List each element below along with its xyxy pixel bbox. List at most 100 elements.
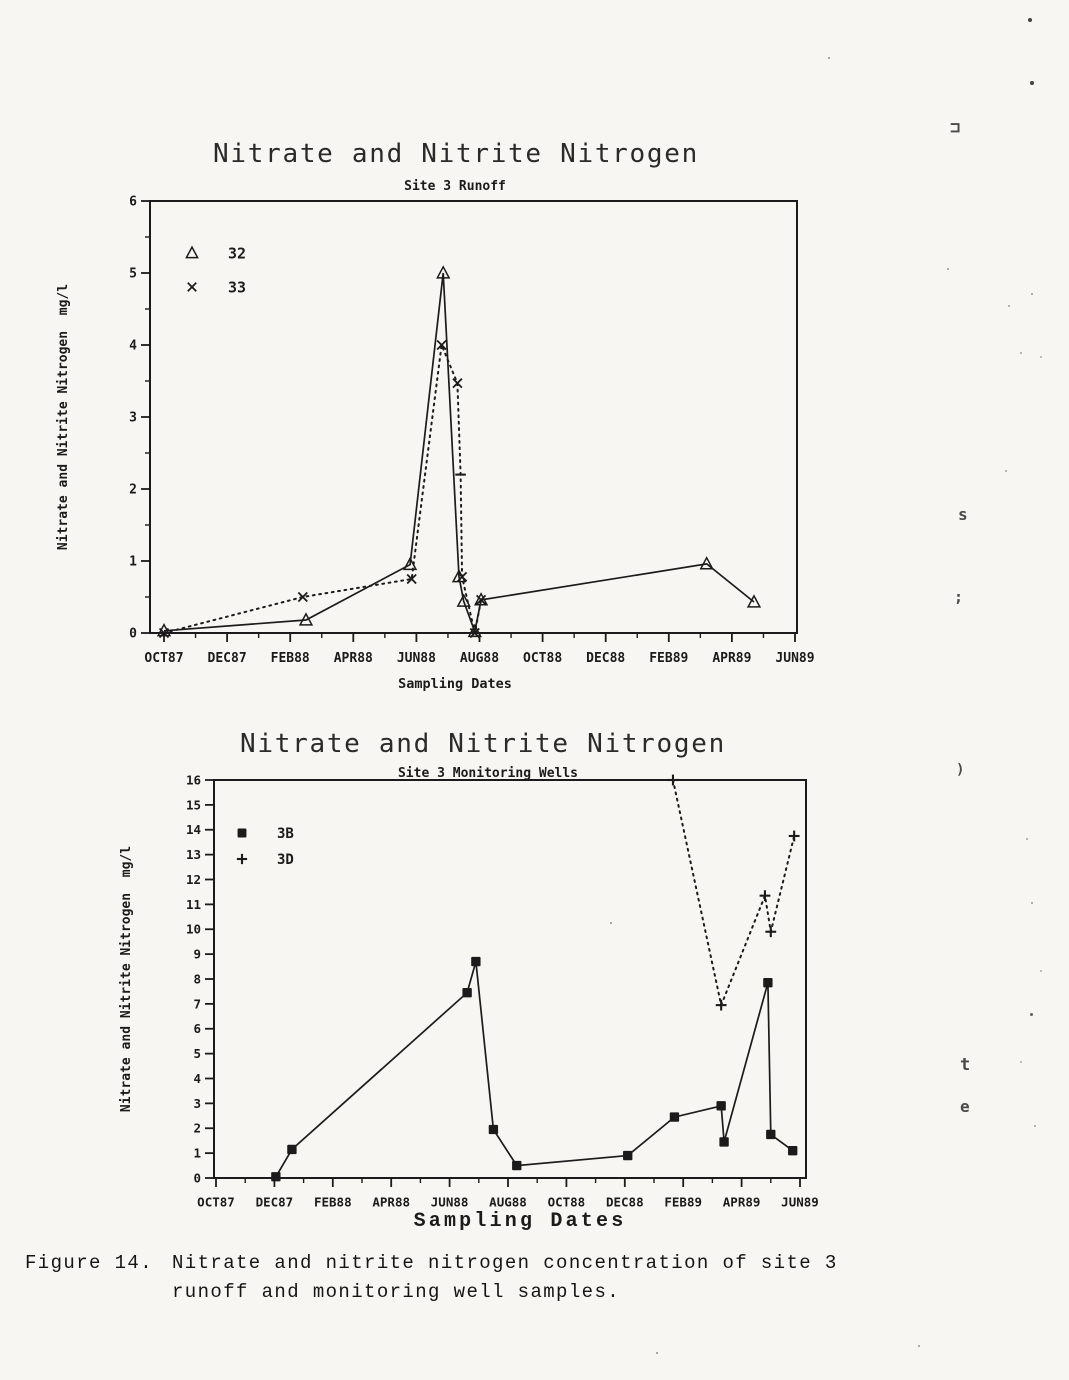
y-tick-label: 15 [186,797,201,812]
legend-label-32: 32 [228,244,246,262]
scan-speck [1034,1125,1036,1127]
runoff-chart-title: Nitrate and Nitrite Nitrogen [213,139,699,169]
scan-speck [828,57,830,59]
plot-border [149,200,798,634]
y-tick-label: 16 [186,772,201,787]
series-line-3D [672,779,796,1009]
y-tick-label: 5 [193,1046,201,1061]
runoff-y-axis-label: Nitrate and Nitrite Nitrogen mg/l [56,283,71,551]
y-tick-label: 1 [193,1146,201,1161]
y-tick-label: 12 [186,872,201,887]
x-tick-label: FEB88 [314,1195,352,1210]
square-marker [287,1144,297,1155]
x-tick-label: OCT87 [197,1195,235,1210]
scan-speck [1008,305,1010,307]
square-marker [716,1101,726,1111]
square-marker [788,1145,798,1156]
x-tick-label: JUN89 [775,651,814,666]
legend-label-33: 33 [228,278,246,296]
x-marker [297,591,308,603]
y-tick-label: 3 [129,411,137,426]
triangle-marker [746,594,762,608]
x-tick-label: OCT88 [548,1195,586,1210]
square-marker [488,1124,499,1135]
x-tick-label: DEC87 [208,651,247,666]
runoff-chart-canvas: 0 1 2 3 4 5 6 OCT87 DEC87 FEB88 APR88 JUN88 AUG88 OCT… [129,195,814,666]
plot-border [213,779,807,1179]
x-tick-label: APR89 [712,651,751,666]
triangle-marker [402,556,418,571]
y-tick-label: 1 [129,555,137,570]
page-bleed-glyph: ) [956,762,965,778]
figure-caption-line1: Nitrate and nitrite nitrogen concentrati… [172,1252,838,1274]
y-tick-label: 4 [129,339,137,354]
triangle-marker [699,556,714,570]
x-tick-label: OCT87 [144,651,183,666]
y-tick-label: 10 [186,922,201,937]
y-tick-label: 14 [186,822,201,837]
triangle-marker [436,265,451,279]
scan-speck [1020,352,1022,354]
square-marker [462,988,472,998]
legend-label-3B: 3B [277,826,294,842]
y-tick-label: 8 [193,971,201,986]
x-tick-label: DEC88 [606,1195,644,1210]
scan-speck [1028,18,1032,22]
scan-speck [1031,902,1033,904]
x-marker [158,627,170,639]
y-tick-label: 13 [186,847,201,862]
y-tick-label: 2 [193,1121,201,1136]
square-marker [237,828,247,838]
y-tick-label: 9 [193,947,201,962]
x-marker [475,594,487,605]
scan-speck [1031,293,1033,295]
square-marker [669,1112,680,1122]
x-tick-label: AUG88 [489,1195,527,1210]
x-marker [436,339,447,351]
x-marker [457,571,468,582]
runoff-chart-subtitle: Site 3 Runoff [404,179,506,194]
x-tick-label: DEC88 [586,651,625,666]
figure-caption-label: Figure 14. [25,1252,154,1274]
scan-speck [1030,1013,1033,1016]
triangle-marker [298,612,314,626]
scan-speck [1030,81,1034,85]
y-tick-label: 6 [193,1021,201,1036]
x-marker [406,573,417,585]
scan-speck [1040,970,1042,972]
x-tick-label: JUN88 [431,1195,469,1210]
scan-speck [656,1352,658,1354]
y-tick-label: 11 [186,897,201,912]
x-tick-label: APR88 [372,1195,410,1210]
page-bleed-glyph: ; [954,588,964,606]
square-marker [766,1129,776,1140]
scan-speck [1005,470,1007,472]
x-tick-label: OCT88 [523,651,562,666]
legend-label-3D: 3D [277,852,294,868]
x-tick-label: AUG88 [460,651,499,666]
x-marker [187,282,197,292]
x-tick-label: JUN89 [781,1195,819,1210]
x-tick-label: APR89 [723,1195,761,1210]
page-bleed-glyph: ⊐ [950,118,961,138]
series-line-33 [163,341,483,634]
square-marker [763,978,773,988]
x-marker [469,627,480,639]
scan-speck [1026,838,1028,840]
x-tick-label: FEB89 [664,1195,702,1210]
x-tick-label: DEC87 [256,1195,294,1210]
x-tick-label: FEB88 [271,651,310,666]
y-tick-label: 5 [129,267,137,282]
series-line-32 [163,272,755,635]
wells-chart-title: Nitrate and Nitrite Nitrogen [240,729,726,759]
scan-speck [1020,1061,1022,1063]
runoff-x-axis-label: Sampling Dates [398,676,512,692]
y-tick-label: 6 [129,195,137,210]
x-tick-label: JUN88 [397,651,436,666]
y-tick-label: 0 [193,1170,201,1185]
series-line-3B [275,961,794,1178]
triangle-marker [473,592,489,606]
y-tick-label: 0 [129,627,137,642]
